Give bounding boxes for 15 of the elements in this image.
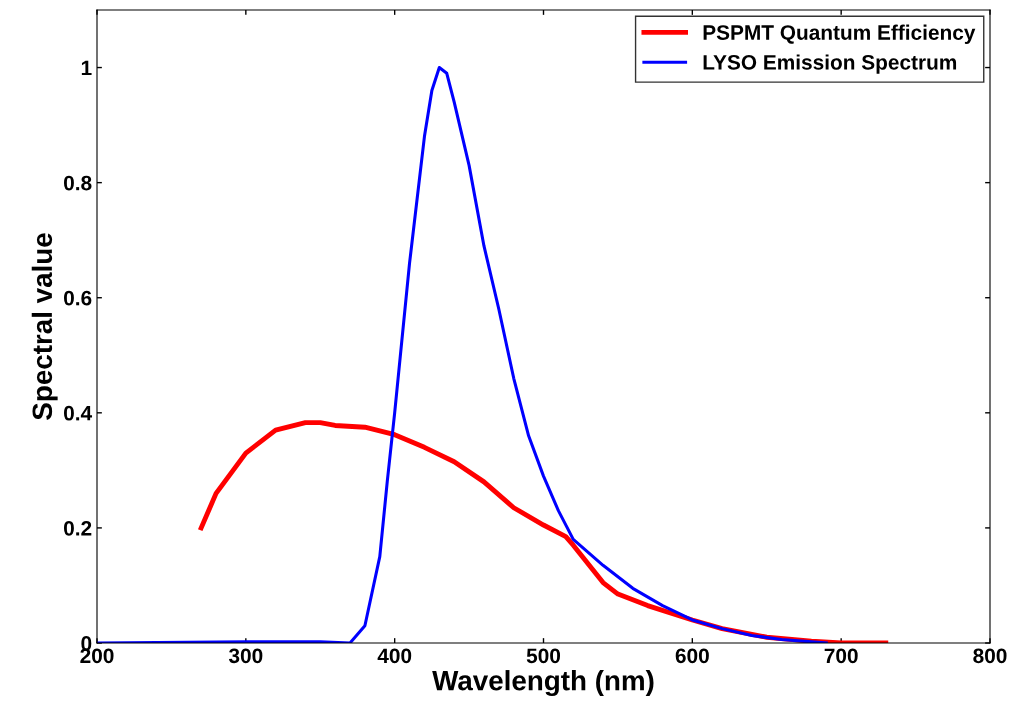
x-tick-label: 500 bbox=[526, 648, 561, 664]
y-tick-label: 0.2 bbox=[64, 520, 92, 536]
x-tick-label: 600 bbox=[675, 648, 709, 664]
x-tick-label: 400 bbox=[377, 648, 412, 664]
x-axis-title: Wavelength (nm) bbox=[432, 670, 654, 697]
y-tick-label: 0.4 bbox=[64, 405, 93, 421]
x-tick-label: 700 bbox=[824, 648, 858, 664]
y-tick-label: 1 bbox=[81, 60, 92, 76]
y-axis-title: Spectral value bbox=[31, 233, 58, 420]
x-tick-label: 300 bbox=[228, 648, 263, 664]
legend-label: LYSO Emission Spectrum bbox=[703, 54, 957, 74]
x-tick-label: 800 bbox=[973, 648, 1007, 664]
legend-label: PSPMT Quantum Efficiency bbox=[703, 24, 976, 44]
y-tick-label: 0.6 bbox=[64, 290, 92, 306]
y-tick-label: 0.8 bbox=[64, 175, 92, 191]
